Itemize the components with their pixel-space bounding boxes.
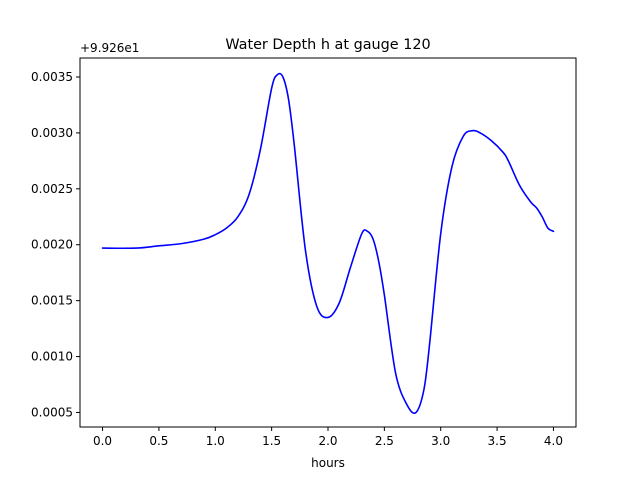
plot-frame [79, 57, 577, 428]
y-offset-text: +9.926e1 [80, 41, 139, 55]
x-tick-label: 1.0 [206, 434, 225, 448]
x-tick-label: 2.0 [318, 434, 337, 448]
y-tick-label: 0.0025 [31, 182, 73, 196]
x-tick-label: 2.5 [375, 434, 394, 448]
chart-title: Water Depth h at gauge 120 [225, 37, 430, 53]
y-tick-label: 0.0015 [31, 294, 73, 308]
x-tick-label: 1.5 [262, 434, 281, 448]
y-tick-label: 0.0030 [31, 126, 73, 140]
x-tick-label: 4.0 [544, 434, 563, 448]
x-tick-label: 0.5 [149, 434, 168, 448]
y-tick-label: 0.0020 [31, 238, 73, 252]
x-tick-label: 0.0 [93, 434, 112, 448]
x-axis-label: hours [311, 456, 345, 470]
x-tick-label: 3.0 [431, 434, 450, 448]
x-tick-label: 3.5 [488, 434, 507, 448]
y-tick-label: 0.0005 [31, 405, 73, 419]
y-tick-label: 0.0035 [31, 70, 73, 84]
series-line [101, 72, 555, 414]
plot-area: 0.0 0.5 1.0 1.5 2.0 2.5 3.0 3.5 4.0 0.0005 0.0010 0… [31, 70, 563, 448]
y-tick-label: 0.0010 [31, 350, 73, 364]
